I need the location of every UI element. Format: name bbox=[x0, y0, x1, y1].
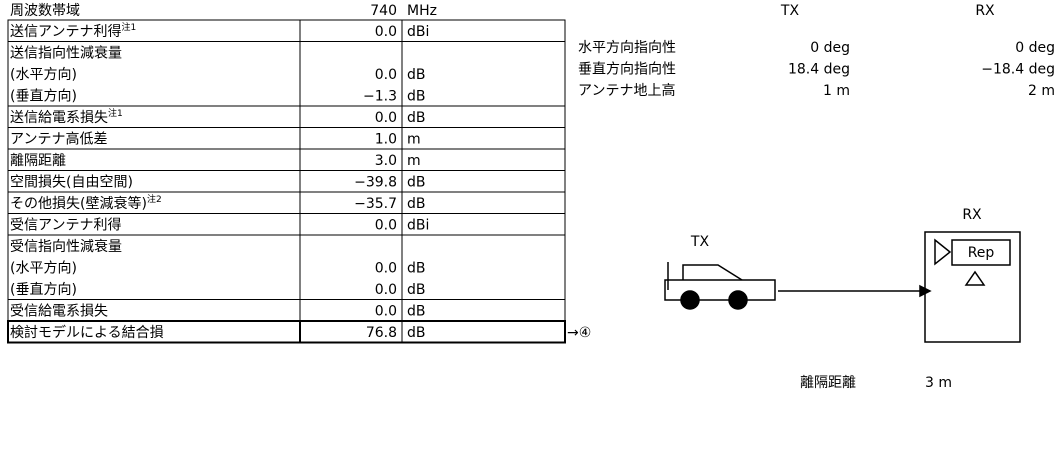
row-label: 検討モデルによる結合損 bbox=[10, 324, 164, 341]
label-text: 検討モデルによる結合損 bbox=[10, 324, 164, 341]
col-header: TX bbox=[780, 3, 800, 19]
label-text: (垂直方向) bbox=[10, 281, 77, 298]
rep-stand bbox=[964, 270, 986, 286]
label-text: 離隔距離 bbox=[10, 152, 66, 169]
label-text: 送信給電系損失 bbox=[10, 110, 108, 126]
pattern-label: 垂直方向指向性 bbox=[578, 61, 676, 78]
unit: m bbox=[407, 131, 421, 147]
value: 0.0 bbox=[375, 110, 397, 126]
rx-box bbox=[924, 231, 1021, 343]
value: 0.0 bbox=[375, 24, 397, 40]
value: 0.0 bbox=[375, 260, 397, 276]
row-label: (水平方向) bbox=[10, 67, 77, 83]
row-label: 空間損失(自由空間) bbox=[10, 174, 133, 190]
unit: dB bbox=[407, 174, 426, 190]
unit: dB bbox=[407, 67, 426, 83]
label-text: (垂直方向) bbox=[10, 87, 77, 104]
row-label: (垂直方向) bbox=[10, 281, 77, 298]
pattern-label: 水平方向指向性 bbox=[578, 40, 676, 56]
rep-label: Rep bbox=[968, 245, 995, 261]
label-text: 受信給電系損失 bbox=[10, 303, 108, 319]
unit: dBi bbox=[407, 217, 429, 233]
label-text: 受信アンテナ利得 bbox=[10, 216, 121, 233]
label-text: その他損失(壁減衰等) bbox=[10, 195, 147, 212]
note: 注2 bbox=[147, 192, 162, 204]
value: 740 bbox=[370, 3, 397, 19]
rx-value: 0 deg bbox=[1015, 40, 1055, 56]
value: 0.0 bbox=[375, 217, 397, 233]
row-label: (水平方向) bbox=[10, 260, 77, 276]
row-label: その他損失(壁減衰等)注2 bbox=[10, 192, 162, 212]
rx-value: 2 m bbox=[1028, 83, 1055, 99]
rx-value: −18.4 deg bbox=[981, 62, 1055, 78]
label-text: 周波数帯域 bbox=[10, 3, 80, 19]
row-label: (垂直方向) bbox=[10, 87, 77, 104]
label-text: 送信アンテナ利得 bbox=[10, 23, 121, 40]
value: −39.8 bbox=[354, 174, 397, 190]
tx-value: 0 deg bbox=[810, 40, 850, 56]
diagram bbox=[664, 231, 1021, 343]
label-text: アンテナ高低差 bbox=[10, 130, 107, 147]
label-text: (水平方向) bbox=[10, 67, 77, 83]
label-text: 空間損失(自由空間) bbox=[10, 174, 133, 190]
unit: dB bbox=[407, 260, 426, 276]
row-label: 送信給電系損失注1 bbox=[10, 106, 123, 126]
row-label: 離隔距離 bbox=[10, 152, 66, 169]
car-body bbox=[664, 279, 776, 301]
row-label: 送信アンテナ利得注1 bbox=[10, 20, 136, 40]
note: 注1 bbox=[121, 20, 136, 32]
result-note: →④ bbox=[567, 325, 591, 341]
label-text: (水平方向) bbox=[10, 260, 77, 276]
value: 3.0 bbox=[375, 153, 397, 169]
unit: MHz bbox=[407, 3, 437, 19]
value: 1.0 bbox=[375, 131, 397, 147]
wheel bbox=[728, 290, 748, 310]
rx-antenna bbox=[934, 238, 952, 266]
unit: dB bbox=[407, 88, 426, 104]
unit: dBi bbox=[407, 24, 429, 40]
tx-value: 1 m bbox=[823, 83, 850, 99]
row-box bbox=[7, 148, 566, 171]
unit: dB bbox=[407, 110, 426, 126]
unit: dB bbox=[407, 325, 426, 341]
value: 0.0 bbox=[375, 282, 397, 298]
value: 76.8 bbox=[366, 325, 397, 341]
row-label: アンテナ高低差 bbox=[10, 130, 107, 147]
unit: dB bbox=[407, 303, 426, 319]
unit: dB bbox=[407, 196, 426, 212]
label-text: 受信指向性減衰量 bbox=[10, 238, 122, 255]
col-header: RX bbox=[975, 3, 995, 19]
row-label: 受信指向性減衰量 bbox=[10, 238, 122, 255]
tx-label: TX bbox=[690, 234, 710, 250]
distance-value: 3 m bbox=[925, 375, 952, 391]
row-label: 送信指向性減衰量 bbox=[10, 44, 122, 61]
rep-box bbox=[951, 239, 1011, 266]
pattern-label: アンテナ地上高 bbox=[578, 82, 675, 99]
row-label: 周波数帯域 bbox=[10, 3, 80, 19]
label-text: 送信指向性減衰量 bbox=[10, 44, 122, 61]
value: −1.3 bbox=[363, 88, 397, 104]
note: 注1 bbox=[108, 106, 123, 118]
wheel bbox=[680, 290, 700, 310]
tx-value: 18.4 deg bbox=[788, 62, 850, 78]
car-roof bbox=[682, 264, 743, 281]
row-box bbox=[7, 320, 566, 344]
row-label: 受信アンテナ利得 bbox=[10, 216, 121, 233]
rx-label: RX bbox=[962, 207, 982, 223]
row-label: 受信給電系損失 bbox=[10, 303, 108, 319]
unit: dB bbox=[407, 282, 426, 298]
value: 0.0 bbox=[375, 67, 397, 83]
unit: m bbox=[407, 153, 421, 169]
value: 0.0 bbox=[375, 303, 397, 319]
distance-label: 離隔距離 bbox=[800, 374, 856, 391]
value: −35.7 bbox=[354, 196, 397, 212]
